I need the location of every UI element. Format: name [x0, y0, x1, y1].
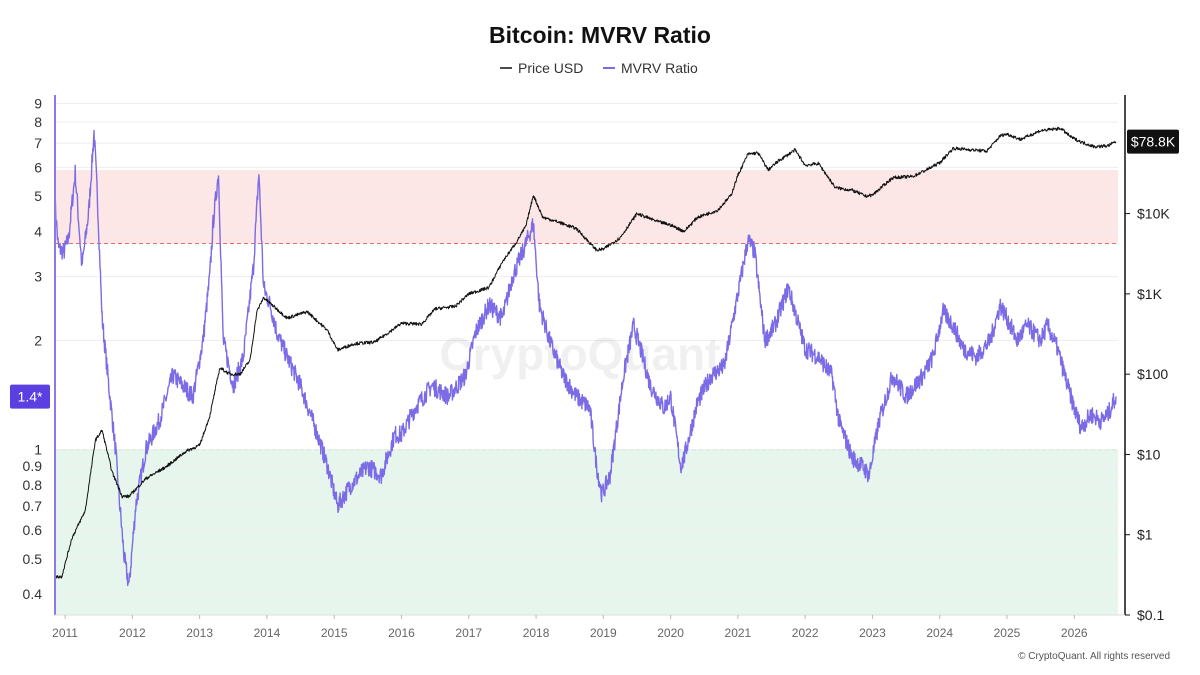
x-tick-label: 2022	[792, 626, 819, 640]
chart-title: Bitcoin: MVRV Ratio	[489, 22, 711, 48]
x-tick-label: 2026	[1061, 626, 1088, 640]
right-tick-label: $1	[1137, 527, 1153, 543]
watermark: CryptoQuant	[439, 328, 720, 380]
x-tick-label: 2018	[523, 626, 550, 640]
left-tick-label: 0.7	[23, 498, 43, 514]
legend-mvrv-label[interactable]: MVRV Ratio	[621, 60, 698, 76]
legend: Price USD MVRV Ratio	[500, 60, 698, 76]
zone-band-1	[55, 449, 1118, 615]
price-current-badge	[1127, 129, 1179, 154]
x-tick-label: 2024	[926, 626, 953, 640]
x-tick-label: 2016	[388, 626, 415, 640]
legend-price-label[interactable]: Price USD	[518, 60, 583, 76]
current-value-badges: 1.4* $78.8K	[10, 129, 1179, 409]
left-tick-label: 0.9	[23, 458, 43, 474]
mvrv-ratio-line	[54, 129, 1117, 587]
left-tick-label: 0.4	[23, 586, 43, 602]
x-tick-label: 2021	[725, 626, 752, 640]
copyright-notice: © CryptoQuant. All rights reserved	[1018, 651, 1170, 662]
valuation-zones	[55, 170, 1118, 615]
left-tick-label: 9	[34, 96, 42, 112]
left-y-axis-ticks: 9 8 7 6 5 4 3 2 10.9 0.8 0.7 0.6 0.5 0.4	[23, 96, 43, 602]
right-tick-label: $1K	[1137, 286, 1163, 302]
x-tick-label: 2025	[994, 626, 1021, 640]
left-tick-label: 1	[34, 442, 42, 458]
left-tick-label: 0.6	[23, 522, 43, 538]
mvrv-current-value: 1.4*	[18, 389, 43, 405]
x-tick-label: 2023	[859, 626, 886, 640]
left-tick-label: 6	[34, 159, 42, 175]
x-tick-label: 2012	[119, 626, 146, 640]
right-tick-label: $0.1	[1137, 607, 1164, 623]
x-tick-label: 2020	[657, 626, 684, 640]
left-tick-label: 7	[34, 135, 42, 151]
left-tick-label: 5	[34, 188, 42, 204]
gridlines	[55, 103, 1118, 595]
series-layer	[54, 126, 1117, 587]
x-tick-label: 2017	[455, 626, 482, 640]
x-tick-label: 2014	[254, 626, 281, 640]
right-tick-label: $10	[1137, 446, 1161, 462]
price-usd-line	[54, 126, 1117, 579]
right-tick-label: $100	[1137, 366, 1168, 382]
left-tick-label: 2	[34, 332, 42, 348]
left-tick-label: 8	[34, 114, 42, 130]
right-tick-label: $10K	[1137, 206, 1170, 222]
x-tick-label: 2019	[590, 626, 617, 640]
left-tick-label: 3	[34, 269, 42, 285]
x-tick-label: 2013	[186, 626, 213, 640]
left-tick-label: 0.5	[23, 551, 43, 567]
price-current-value: $78.8K	[1131, 134, 1176, 150]
x-axis-ticks: 2011 2012 2013 2014 2015 2016 2017 2018 2019 2020…	[52, 615, 1088, 640]
x-tick-label: 2011	[52, 626, 78, 640]
right-y-axis-ticks: $10K $1K $100 $10 $1 $0.1	[1125, 206, 1170, 623]
left-tick-label: 4	[34, 223, 42, 239]
x-tick-label: 2015	[321, 626, 348, 640]
left-tick-label: 0.8	[23, 477, 43, 493]
mvrv-current-badge	[10, 384, 50, 409]
